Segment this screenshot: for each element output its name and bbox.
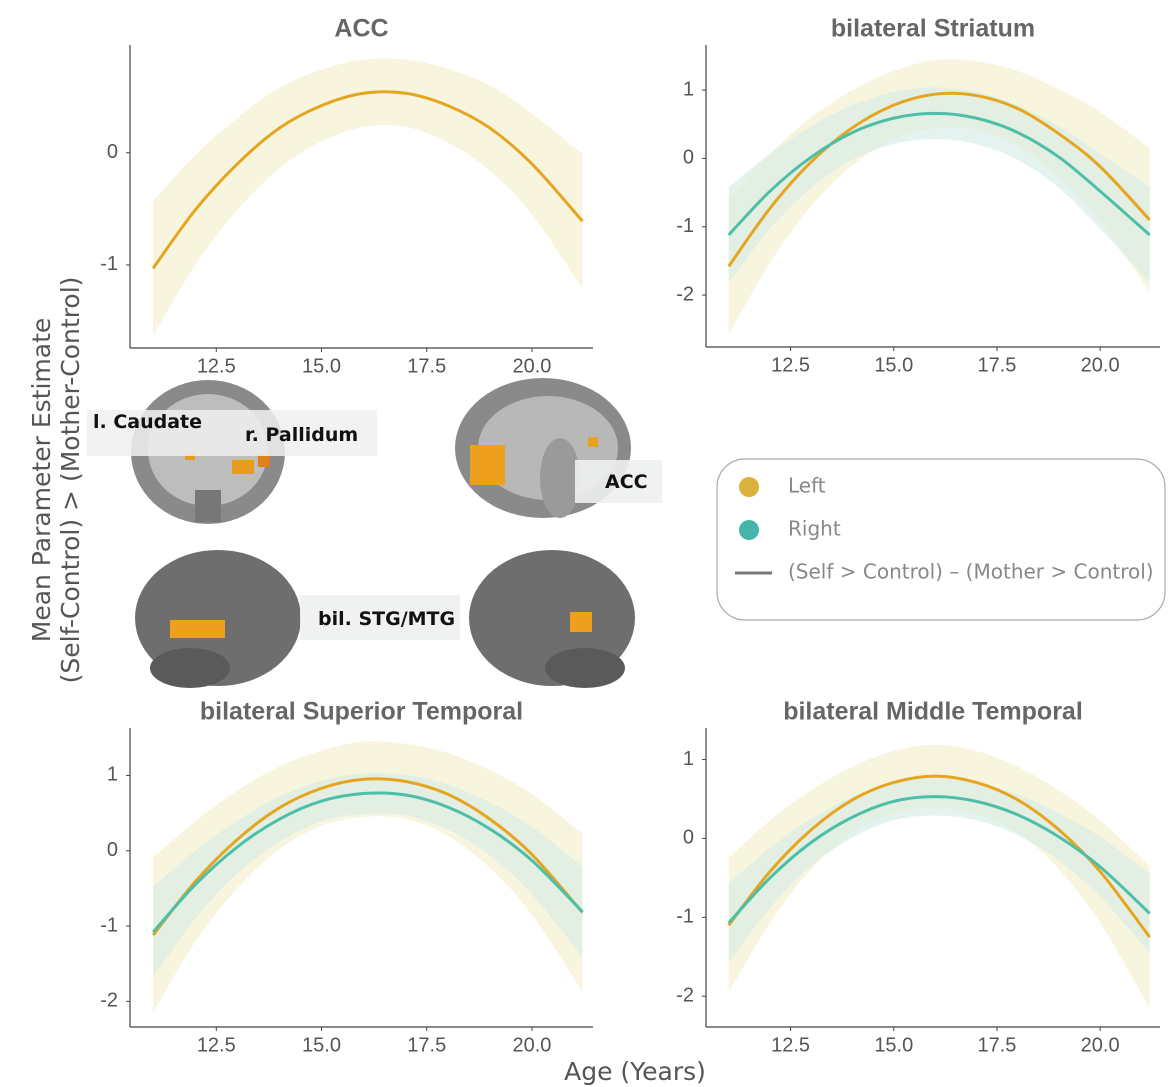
fit-line <box>151 90 584 270</box>
legend-label: Right <box>788 517 841 541</box>
activation <box>588 437 598 447</box>
label-box <box>575 460 662 503</box>
y-tick-label: 1 <box>683 748 694 770</box>
fit-line <box>727 795 1151 924</box>
x-tick-label: 17.5 <box>978 354 1017 376</box>
chart-title: bilateral Striatum <box>831 15 1035 43</box>
confidence-band <box>728 777 1150 963</box>
y-tick-label: -1 <box>676 215 694 237</box>
x-tick-label: 20.0 <box>1081 1034 1120 1056</box>
legend-label: Left <box>788 474 826 498</box>
label-box <box>300 595 460 640</box>
y-tick-label: 0 <box>683 147 694 169</box>
x-tick-label: 12.5 <box>197 355 236 377</box>
activation <box>570 612 592 632</box>
y-tick-label: 0 <box>683 827 694 849</box>
fit-line <box>152 791 584 934</box>
fit-line <box>727 91 1151 268</box>
cerebellum <box>150 648 230 688</box>
legend-marker <box>739 520 759 540</box>
confidence-band <box>728 87 1150 283</box>
y-tick-label: -2 <box>100 990 118 1012</box>
x-axis-label: Age (Years) <box>564 1057 706 1086</box>
legend-marker <box>739 477 759 497</box>
y-tick-label: -2 <box>676 985 694 1007</box>
legend-box <box>716 458 1166 621</box>
y-tick-label: -1 <box>100 253 118 275</box>
fit-line <box>151 777 584 937</box>
brain-images <box>87 378 662 688</box>
y-axis-label: (Self-Control) > (Mother-Control) <box>56 277 85 684</box>
region-label: r. Pallidum <box>245 424 358 446</box>
region-label: l. Caudate <box>93 411 202 433</box>
y-tick-label: 1 <box>683 78 694 100</box>
brainstem <box>195 490 221 522</box>
y-tick-label: -1 <box>100 914 118 936</box>
fit-line <box>727 111 1151 237</box>
x-tick-label: 15.0 <box>874 1034 913 1056</box>
x-tick-label: 15.0 <box>874 354 913 376</box>
x-tick-label: 17.5 <box>978 1034 1017 1056</box>
y-axis-label: Mean Parameter Estimate <box>27 318 56 643</box>
chart-title: bilateral Superior Temporal <box>200 698 523 726</box>
chart-title: ACC <box>334 15 388 43</box>
activation <box>170 620 225 638</box>
label-box <box>87 410 377 456</box>
y-tick-label: 0 <box>107 839 118 861</box>
x-tick-label: 20.0 <box>512 355 551 377</box>
brainstem <box>540 438 580 518</box>
cerebellum <box>545 648 625 688</box>
x-tick-label: 20.0 <box>512 1034 551 1056</box>
legend-label: (Self > Control) – (Mother > Control) <box>788 560 1154 584</box>
confidence-band <box>153 772 583 978</box>
x-tick-label: 17.5 <box>407 1034 446 1056</box>
chart-title: bilateral Middle Temporal <box>783 698 1083 726</box>
x-tick-label: 15.0 <box>302 1034 341 1056</box>
x-tick-label: 20.0 <box>1081 354 1120 376</box>
activation <box>470 445 505 485</box>
y-tick-label: 0 <box>107 141 118 163</box>
y-tick-label: -1 <box>676 906 694 928</box>
x-tick-label: 17.5 <box>407 355 446 377</box>
x-tick-label: 15.0 <box>302 355 341 377</box>
fit-line <box>727 774 1151 938</box>
region-label: bil. STG/MTG <box>318 608 455 630</box>
activation <box>232 460 254 474</box>
region-label: ACC <box>605 471 648 493</box>
x-tick-label: 12.5 <box>197 1034 236 1056</box>
confidence-band <box>153 58 583 336</box>
y-tick-label: -2 <box>676 283 694 305</box>
x-tick-label: 12.5 <box>771 1034 810 1056</box>
x-tick-label: 12.5 <box>771 354 810 376</box>
activation <box>258 455 270 467</box>
y-tick-label: 1 <box>107 764 118 786</box>
